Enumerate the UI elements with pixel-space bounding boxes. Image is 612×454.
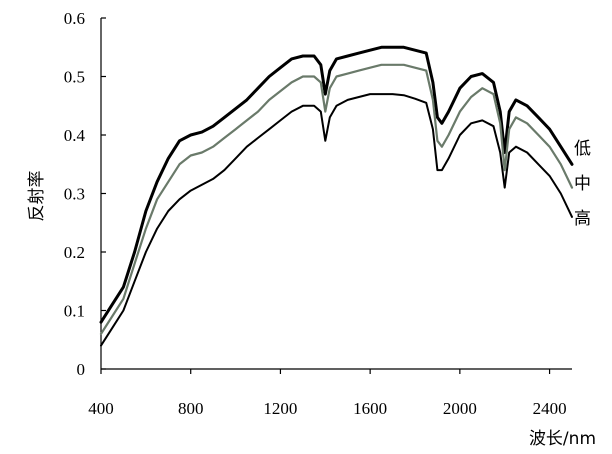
x-tick-label: 1200: [263, 399, 297, 418]
series-line-2: [99, 63, 574, 335]
y-tick-label: 0.3: [64, 185, 85, 204]
y-tick-label: 0.6: [64, 9, 85, 28]
x-tick-label: 2000: [443, 399, 477, 418]
y-tick-label: 0.2: [64, 243, 85, 262]
series-label-2: 中: [574, 174, 591, 194]
y-tick-label: 0.1: [64, 302, 85, 321]
y-axis-title: 反射率: [27, 171, 47, 222]
y-tick-label: 0: [77, 360, 86, 379]
y-tick-label: 0.4: [64, 126, 86, 145]
series-label-1: 低: [574, 139, 591, 159]
x-tick-label: 2400: [533, 399, 567, 418]
series-line-3: [100, 93, 573, 347]
x-tick-label: 800: [178, 399, 204, 418]
series-labels: 低中高: [574, 139, 591, 229]
y-tick-label: 0.5: [64, 68, 85, 87]
x-tick-label: 1600: [353, 399, 387, 418]
axes: [100, 18, 572, 370]
x-tick-label: 400: [88, 399, 114, 418]
x-axis-title: 波长/nm: [529, 429, 596, 449]
series-line-1: [99, 45, 574, 324]
x-axis-ticks: 400 800 1200 1600 2000 2400: [88, 369, 567, 418]
series-lines: [99, 45, 574, 347]
series-label-3: 高: [574, 209, 591, 229]
y-axis-ticks: 0 0.1 0.2 0.3 0.4 0.5 0.6: [64, 9, 106, 379]
